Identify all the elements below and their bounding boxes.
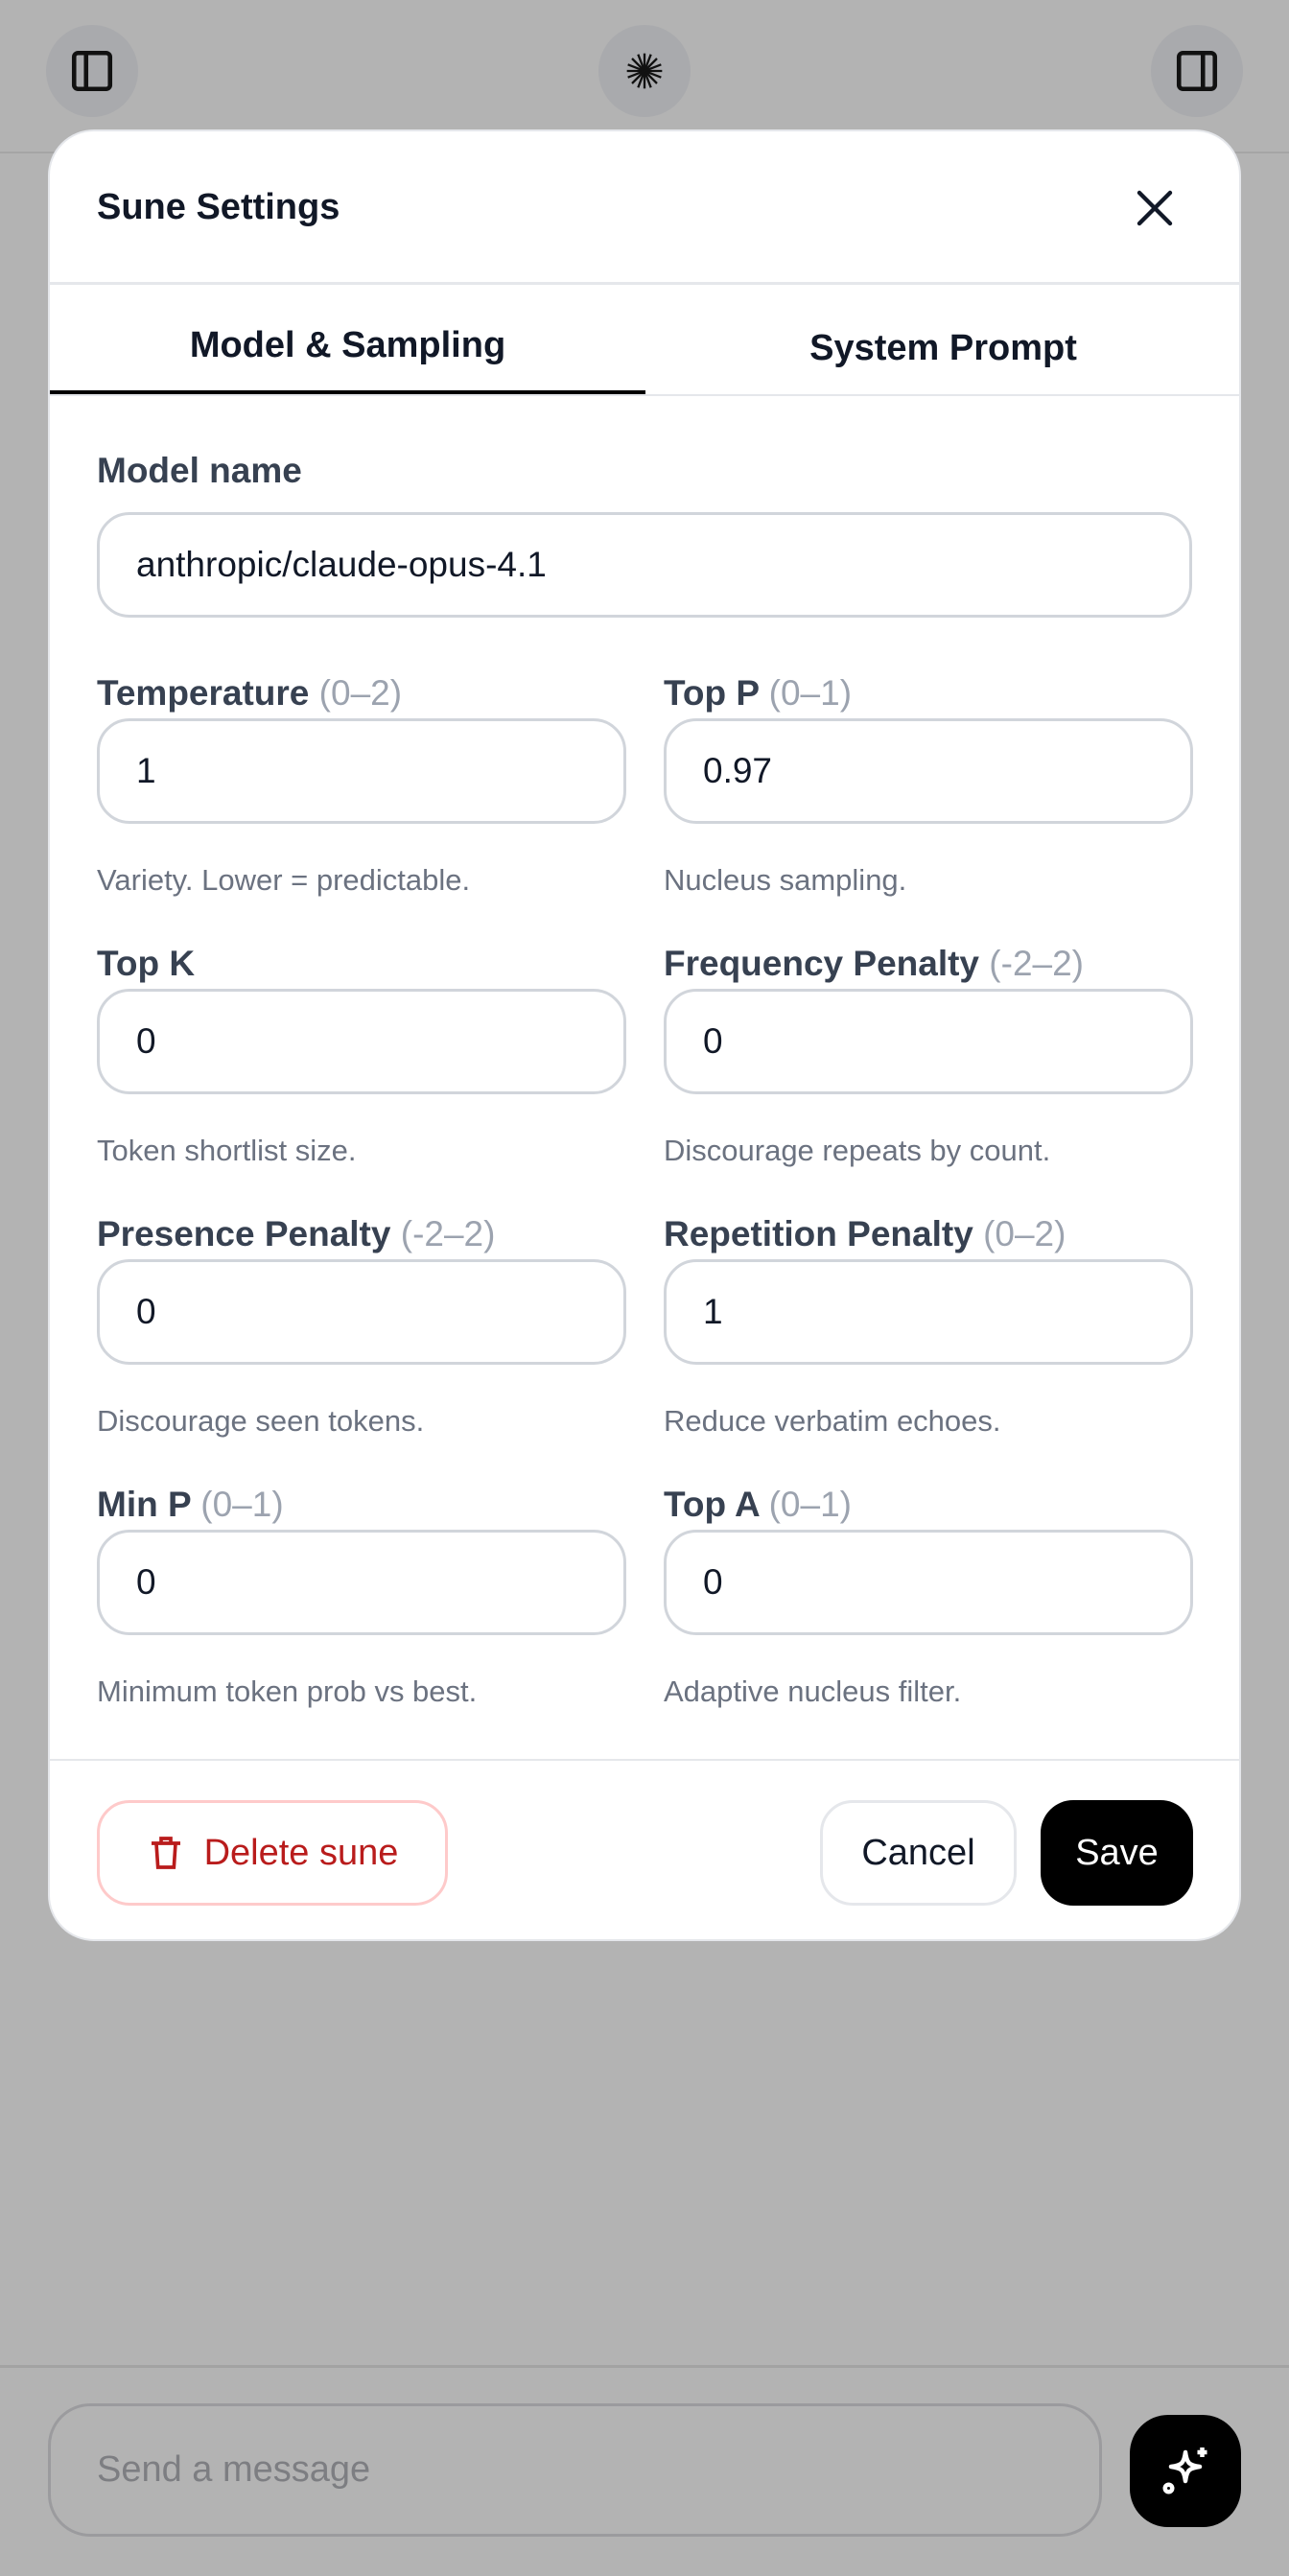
- divider: [50, 394, 1239, 396]
- field-input[interactable]: 1: [97, 718, 626, 824]
- field-label-text: Repetition Penalty: [664, 1214, 973, 1253]
- field-label: Repetition Penalty (0–2): [664, 1214, 1066, 1254]
- field-help: Discourage seen tokens.: [97, 1404, 425, 1438]
- field-help: Token shortlist size.: [97, 1134, 357, 1167]
- starburst-logo-icon: [626, 53, 663, 89]
- field-range: (-2–2): [989, 944, 1084, 983]
- logo-button[interactable]: [598, 25, 691, 117]
- modal-title: Sune Settings: [97, 187, 340, 227]
- divider: [50, 282, 1239, 285]
- settings-modal: Sune Settings Model & Sampling System Pr…: [48, 129, 1241, 1941]
- field-input[interactable]: 0: [664, 1530, 1193, 1635]
- field-label: Presence Penalty (-2–2): [97, 1214, 495, 1254]
- close-icon[interactable]: [1132, 185, 1178, 231]
- field-label-text: Top P: [664, 673, 760, 713]
- footer-divider: [50, 1759, 1239, 1761]
- save-button[interactable]: Save: [1041, 1800, 1193, 1906]
- field-label-text: Temperature: [97, 673, 310, 713]
- field-range: (0–2): [983, 1214, 1066, 1253]
- field-input[interactable]: 0: [97, 989, 626, 1094]
- field-input[interactable]: 0.97: [664, 718, 1193, 824]
- trash-icon: [151, 1837, 180, 1869]
- field-range: (0–1): [200, 1485, 284, 1524]
- send-button[interactable]: [1130, 2415, 1241, 2527]
- tab-model-sampling[interactable]: Model & Sampling: [50, 300, 645, 396]
- field-range: (0–2): [318, 673, 403, 713]
- field-range: (0–1): [768, 673, 853, 713]
- sparkles-icon: [1162, 2447, 1207, 2494]
- field-label-text: Top A: [664, 1485, 760, 1524]
- field-label: Top A (0–1): [664, 1485, 852, 1525]
- field-range: (-2–2): [400, 1214, 496, 1253]
- model-name-input[interactable]: anthropic/claude-opus-4.1: [97, 512, 1192, 618]
- field-label-text: Top K: [97, 944, 196, 983]
- field-label-text: Min P: [97, 1485, 191, 1524]
- field-input[interactable]: 0: [97, 1259, 626, 1365]
- field-label: Top P (0–1): [664, 673, 852, 714]
- toggle-left-sidebar-button[interactable]: [46, 25, 138, 117]
- message-input[interactable]: Send a message: [48, 2403, 1102, 2537]
- field-help: Minimum token prob vs best.: [97, 1674, 478, 1708]
- field-input[interactable]: 0: [97, 1530, 626, 1635]
- model-name-label: Model name: [97, 451, 302, 490]
- field-help: Nucleus sampling.: [664, 863, 907, 897]
- tab-system-prompt[interactable]: System Prompt: [809, 327, 1077, 368]
- sidebar-right-icon: [1176, 50, 1218, 92]
- field-input[interactable]: 0: [664, 989, 1193, 1094]
- toggle-right-sidebar-button[interactable]: [1151, 25, 1243, 117]
- field-help: Variety. Lower = predictable.: [97, 863, 471, 897]
- delete-sune-button[interactable]: Delete sune: [97, 1800, 448, 1906]
- field-label-text: Frequency Penalty: [664, 944, 980, 983]
- field-label: Frequency Penalty (-2–2): [664, 944, 1084, 984]
- delete-label: Delete sune: [203, 1832, 399, 1873]
- field-help: Reduce verbatim echoes.: [664, 1404, 1001, 1438]
- field-label-text: Presence Penalty: [97, 1214, 391, 1253]
- field-help: Discourage repeats by count.: [664, 1134, 1051, 1167]
- cancel-button[interactable]: Cancel: [820, 1800, 1017, 1906]
- field-input[interactable]: 1: [664, 1259, 1193, 1365]
- field-range: (0–1): [768, 1485, 852, 1524]
- composer-divider: [0, 2365, 1289, 2368]
- field-label: Min P (0–1): [97, 1485, 284, 1525]
- field-label: Top K: [97, 944, 195, 984]
- sidebar-left-icon: [71, 50, 113, 92]
- field-help: Adaptive nucleus filter.: [664, 1674, 962, 1708]
- field-label: Temperature (0–2): [97, 673, 402, 714]
